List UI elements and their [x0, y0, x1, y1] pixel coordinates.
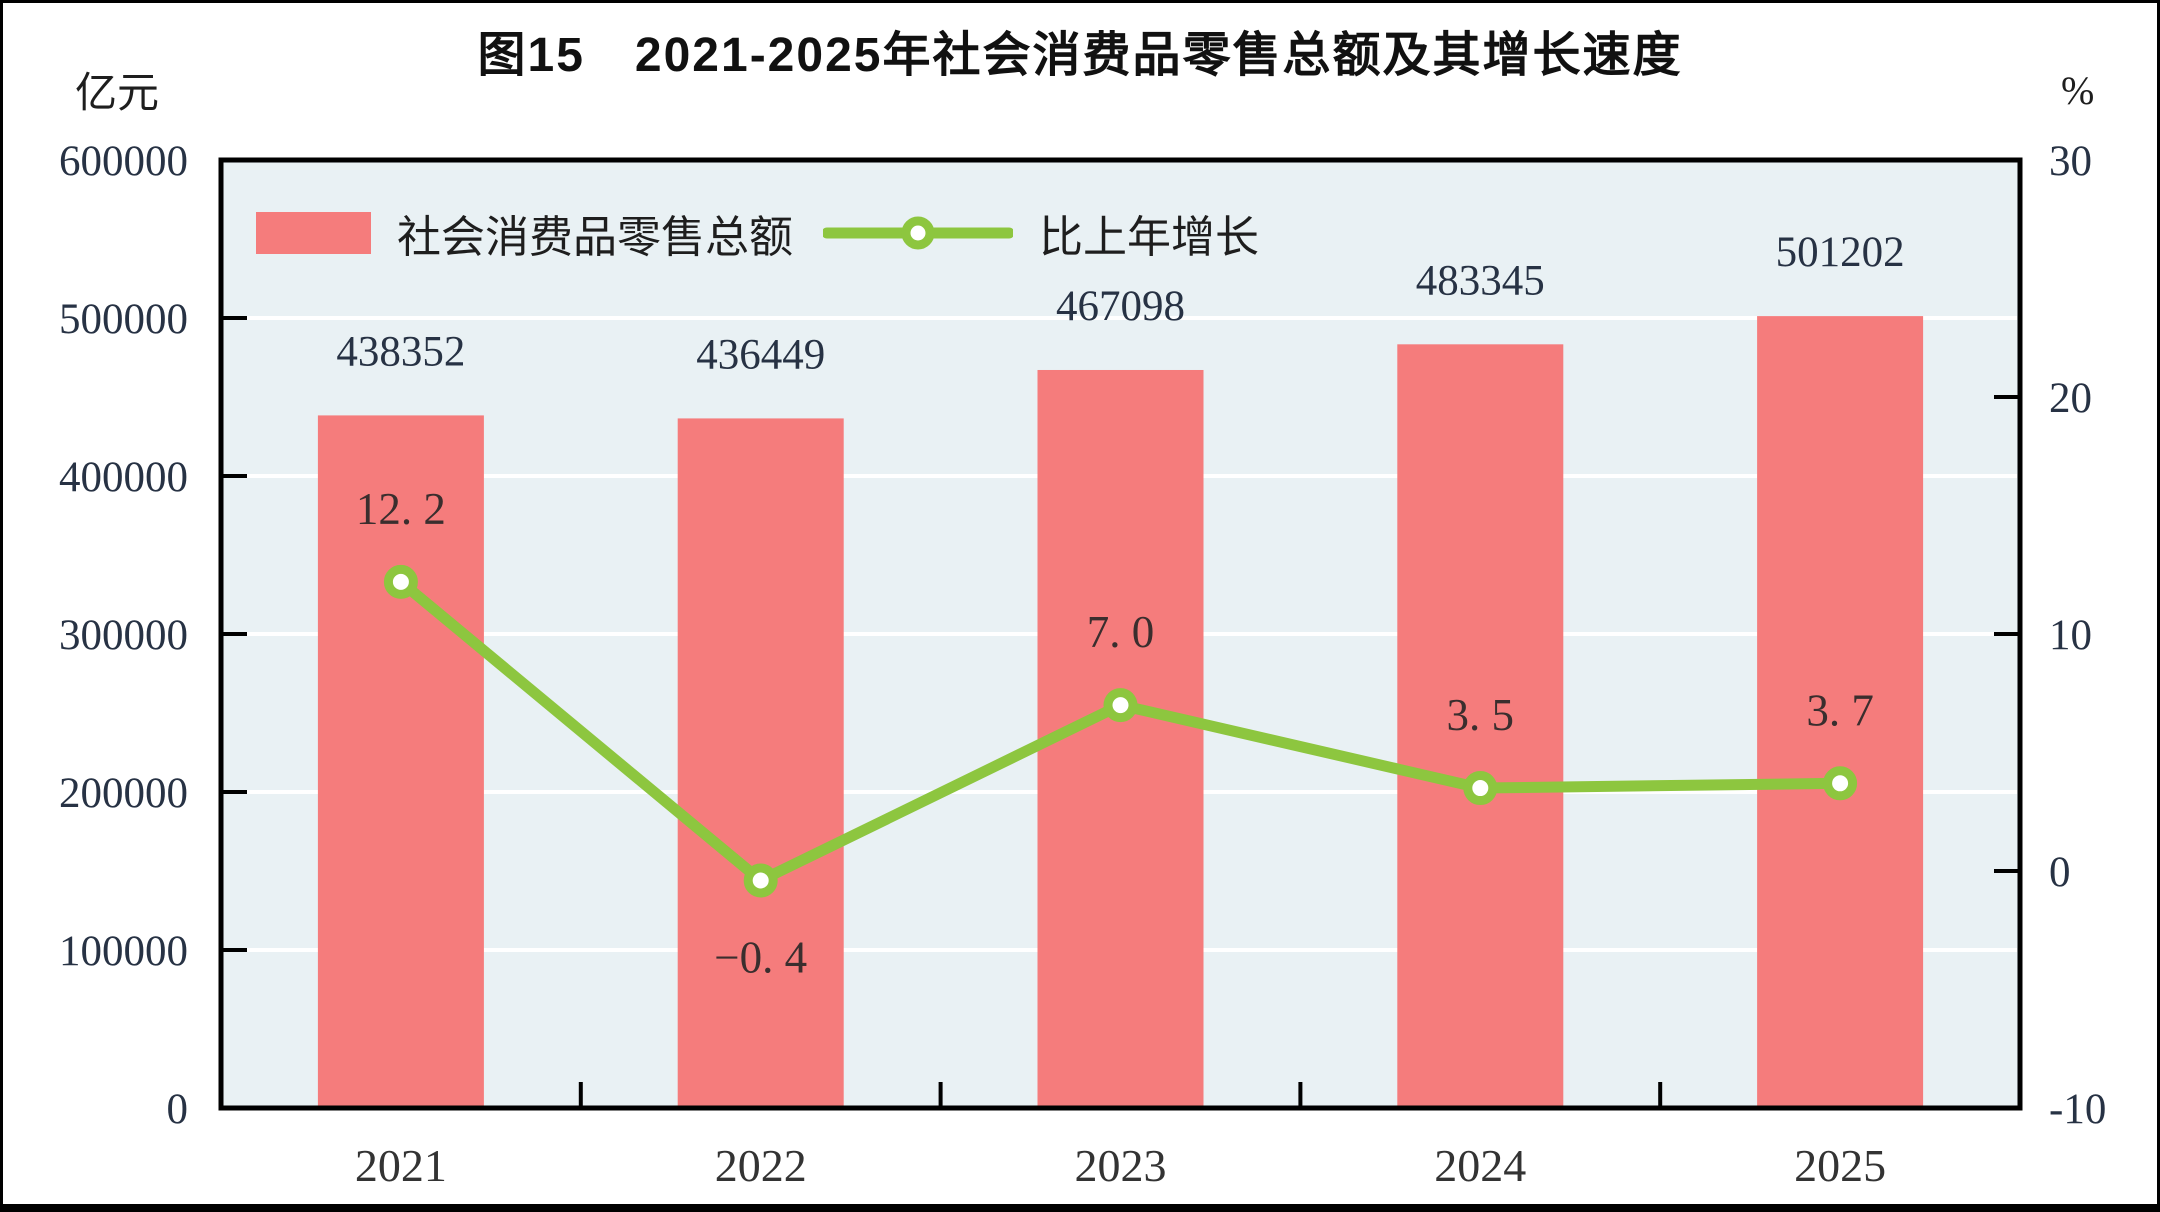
left-axis-tick-label: 200000 [59, 770, 188, 817]
growth-point-2025 [1823, 766, 1858, 801]
bar-value-label: 501202 [1776, 229, 1905, 276]
growth-value-label: −0. 4 [714, 932, 807, 982]
growth-value-label: 7. 0 [1087, 607, 1155, 657]
bar-2024 [1397, 344, 1564, 1108]
bar-2022 [677, 418, 844, 1108]
growth-value-label: 3. 7 [1806, 685, 1874, 735]
bar-2025 [1757, 316, 1924, 1108]
growth-point-2024 [1463, 771, 1498, 806]
plot-frame [218, 157, 2023, 1111]
left-axis-tick-label: 0 [167, 1086, 189, 1133]
bar-value-label: 483345 [1416, 257, 1545, 304]
growth-point-2022 [743, 863, 778, 898]
bar-series-swatch-icon [256, 212, 371, 254]
x-axis-tick-label: 2024 [1434, 1140, 1526, 1191]
bar-2021 [317, 415, 484, 1109]
chart-canvas: 438352 436449 467098 483345 501202 12. 2 −0. 4… [59, 138, 2106, 1191]
chart-title: 图15 2021-2025年社会消费品零售总额及其增长速度 [477, 29, 1683, 82]
left-axis-tick-label: 100000 [59, 928, 188, 975]
legend: 社会消费品零售总额 比上年增长 [256, 201, 1259, 265]
x-axis-tick-label: 2023 [1075, 1140, 1167, 1191]
legend-label-line-series: 比上年增长 [1039, 213, 1259, 262]
legend-label-bar-series: 社会消费品零售总额 [397, 213, 793, 262]
left-axis-tick-label: 300000 [59, 612, 188, 659]
bar-2023 [1037, 369, 1204, 1108]
growth-point-2023 [1103, 688, 1138, 723]
left-axis-unit-label: 亿元 [75, 69, 160, 116]
bar-value-label: 467098 [1056, 283, 1185, 330]
bottom-border [3, 1204, 2157, 1212]
plot-area: 438352 436449 467098 483345 501202 12. 2 −0. 4… [3, 3, 2157, 1212]
right-axis-tick-label: 0 [2049, 849, 2071, 896]
growth-value-label: 3. 5 [1447, 690, 1515, 740]
right-axis-unit-label: % [2061, 68, 2095, 113]
legend-item-bar-series: 社会消费品零售总额 [256, 201, 793, 265]
right-axis-tick-label: 10 [2049, 612, 2092, 659]
x-axis-tick-label: 2025 [1794, 1140, 1886, 1191]
growth-point-2021 [383, 564, 418, 599]
growth-value-label: 12. 2 [356, 484, 446, 534]
right-axis-tick-label: 30 [2049, 138, 2092, 185]
bar-value-label: 438352 [336, 328, 465, 375]
x-axis-tick-label: 2022 [715, 1140, 807, 1191]
bar-value-label: 436449 [696, 331, 825, 378]
left-axis-tick-label: 500000 [59, 296, 188, 343]
left-axis-tick-label: 600000 [59, 138, 188, 185]
left-axis-tick-label: 400000 [59, 454, 188, 501]
right-axis-tick-label: 20 [2049, 375, 2092, 422]
right-axis-tick-label: -10 [2049, 1086, 2106, 1133]
legend-item-line-series: 比上年增长 [823, 201, 1259, 265]
x-axis-tick-label: 2021 [355, 1140, 447, 1191]
line-series-marker-icon [823, 216, 1013, 250]
